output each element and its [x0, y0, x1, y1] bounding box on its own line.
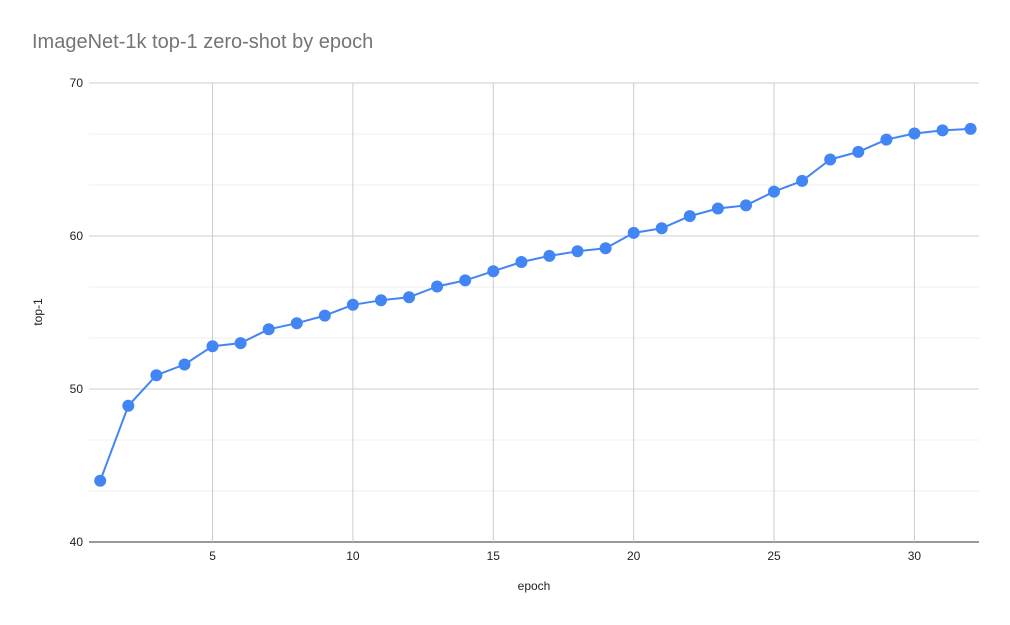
series-line: [99, 127, 971, 482]
x-tick-label: 5: [209, 549, 216, 563]
data-point: [515, 256, 528, 268]
y-tick-label: 60: [70, 229, 84, 243]
grid-layer: [89, 82, 979, 543]
data-point: [487, 265, 500, 278]
y-axis-title: top-1: [31, 298, 45, 326]
data-point: [711, 202, 724, 215]
y-tick-label: 50: [70, 382, 84, 396]
data-point: [571, 245, 584, 258]
x-tick-label: 25: [767, 549, 781, 563]
data-point: [375, 294, 387, 307]
data-point: [318, 309, 331, 322]
y-tick-label: 70: [70, 76, 84, 90]
data-point: [655, 222, 668, 235]
data-point: [740, 199, 752, 212]
data-point: [122, 399, 135, 412]
data-point: [852, 145, 865, 158]
data-point: [346, 298, 359, 311]
data-point: [459, 274, 472, 287]
data-point: [431, 280, 444, 293]
data-point: [290, 317, 303, 330]
y-tick-label: 40: [70, 535, 84, 549]
data-point: [964, 122, 977, 135]
data-point: [150, 369, 163, 382]
data-point: [262, 323, 275, 336]
data-point: [627, 226, 640, 239]
data-point: [936, 124, 949, 137]
data-point: [403, 291, 416, 304]
x-axis-title: epoch: [518, 579, 551, 593]
data-point: [683, 210, 696, 223]
data-point: [599, 242, 612, 255]
series-layer: [94, 122, 977, 487]
data-point: [206, 340, 219, 353]
data-point: [908, 127, 921, 140]
data-point: [234, 337, 247, 350]
x-tick-label: 10: [346, 549, 360, 563]
x-tick-label: 20: [627, 549, 641, 563]
data-point: [94, 474, 107, 487]
tick-label-layer: 40 50 60 70 5 10 15 20 25 30: [70, 76, 922, 563]
data-point: [543, 249, 556, 262]
chart-title: ImageNet-1k top-1 zero-shot by epoch: [32, 31, 374, 53]
data-point: [880, 133, 893, 146]
data-point: [824, 153, 837, 166]
data-point: [796, 174, 809, 187]
data-point: [768, 185, 780, 198]
data-point: [178, 358, 191, 371]
x-tick-label: 30: [908, 549, 922, 563]
x-tick-label: 15: [487, 549, 501, 563]
